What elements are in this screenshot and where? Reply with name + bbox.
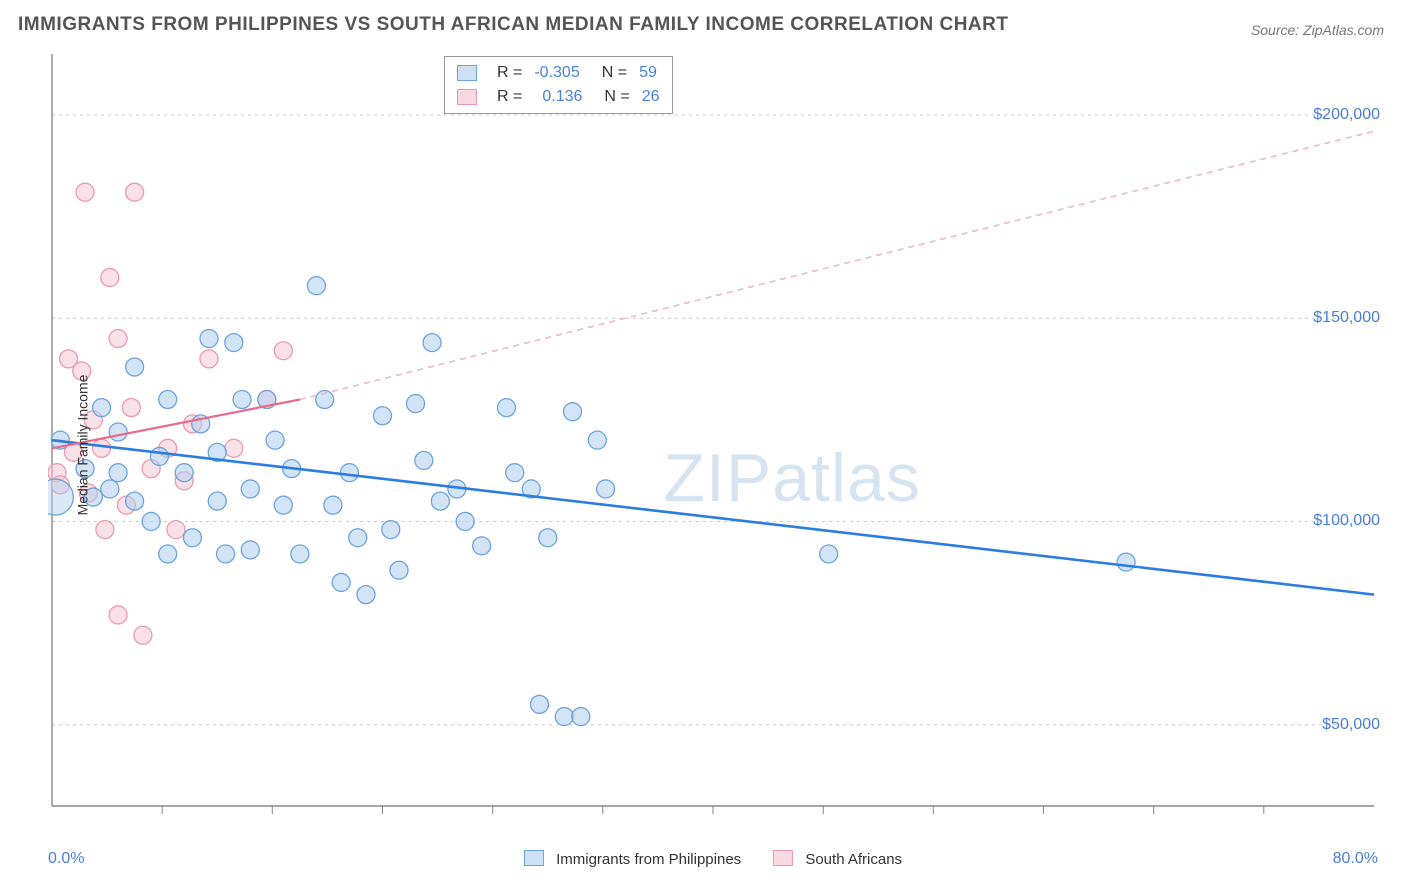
swatch-icon <box>457 89 477 105</box>
r-label: R = <box>497 61 522 85</box>
n-value: 59 <box>639 61 657 85</box>
legend-item-philippines: Immigrants from Philippines <box>524 850 741 868</box>
r-label: R = <box>497 85 522 109</box>
stats-legend: R = -0.305 N = 59 R = 0.136 N = 26 <box>444 56 673 114</box>
n-value: 26 <box>642 85 660 109</box>
x-axis-tick-end: 80.0% <box>1333 850 1378 868</box>
y-axis-tick: $150,000 <box>1313 309 1380 327</box>
r-value: -0.305 <box>534 61 579 85</box>
legend-label: Immigrants from Philippines <box>556 851 741 868</box>
legend-item-south-africans: South Africans <box>773 850 902 868</box>
stats-row-south-africans: R = 0.136 N = 26 <box>457 85 660 109</box>
r-value: 0.136 <box>542 85 582 109</box>
n-label: N = <box>602 61 627 85</box>
y-axis-tick: $200,000 <box>1313 106 1380 124</box>
y-axis-tick: $100,000 <box>1313 512 1380 530</box>
series-legend: Immigrants from Philippines South Africa… <box>524 850 902 868</box>
correlation-chart: Median Family Income R = -0.305 N = 59 R… <box>48 50 1378 840</box>
swatch-icon <box>457 65 477 81</box>
x-axis-tick-start: 0.0% <box>48 850 84 868</box>
chart-svg <box>48 50 1378 840</box>
stats-row-philippines: R = -0.305 N = 59 <box>457 61 660 85</box>
y-axis-label: Median Family Income <box>74 375 90 516</box>
y-axis-tick: $50,000 <box>1322 716 1380 734</box>
legend-label: South Africans <box>805 851 902 868</box>
chart-title: IMMIGRANTS FROM PHILIPPINES VS SOUTH AFR… <box>18 14 1008 36</box>
n-label: N = <box>604 85 629 109</box>
source-label: Source: ZipAtlas.com <box>1251 22 1384 38</box>
swatch-icon <box>773 850 793 866</box>
swatch-icon <box>524 850 544 866</box>
